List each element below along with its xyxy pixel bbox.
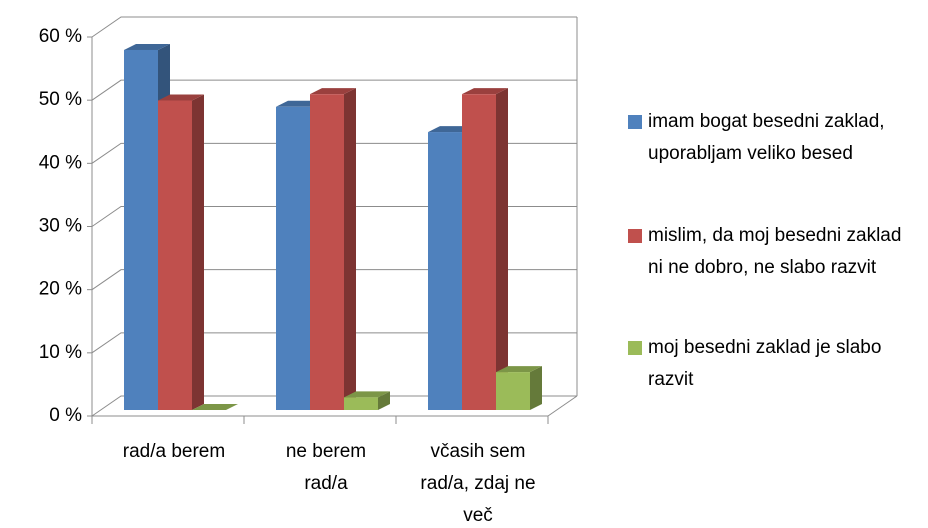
legend-entry: imam bogat besedni zaklad, uporabljam ve… [628,106,918,170]
y-tick-label: 30 % [39,216,82,237]
x-tick-label: rad/a berem [122,441,226,462]
bar-side [344,88,356,411]
grid-line [91,206,577,227]
bar-top [158,94,204,101]
x-tick-label: včasih sem rad/a, zdaj ne več [420,441,536,526]
bar [276,106,310,411]
grid-line [91,79,577,101]
bar-top [192,404,238,410]
y-tick-label: 20 % [39,279,82,300]
legend-swatch [628,229,642,243]
bar-side [378,391,390,410]
bar [310,94,344,411]
bar-side [496,88,508,411]
y-tick-label: 60 % [39,26,82,47]
bar [124,49,158,410]
grid-line [91,269,577,291]
y-tick-label: 40 % [39,152,82,173]
grid-line [91,395,577,417]
bar [344,397,378,410]
y-tick-label: 50 % [39,89,82,110]
floor-edge [547,395,578,417]
bar-top [310,88,356,95]
bar [158,100,192,410]
grid-line [91,142,577,164]
legend-swatch [628,341,642,355]
bar [496,372,530,410]
bar [428,132,462,411]
legend-entry: mislim, da moj besedni zaklad ni ne dobr… [628,220,918,284]
bar-top [344,391,390,398]
grid-line [91,16,577,38]
bar-top [124,43,170,50]
bar [462,94,496,411]
legend-swatch [628,115,642,129]
bar-top [496,366,542,373]
bar-side [530,366,542,410]
grid-line [91,332,577,354]
legend-entry: moj besedni zaklad je slabo razvit [628,332,918,396]
y-tick-label: 0 % [49,405,82,426]
bar-top [462,88,508,95]
x-tick-label: ne berem rad/a [285,441,367,494]
bar-side [192,94,204,410]
y-tick-label: 10 % [39,342,82,363]
